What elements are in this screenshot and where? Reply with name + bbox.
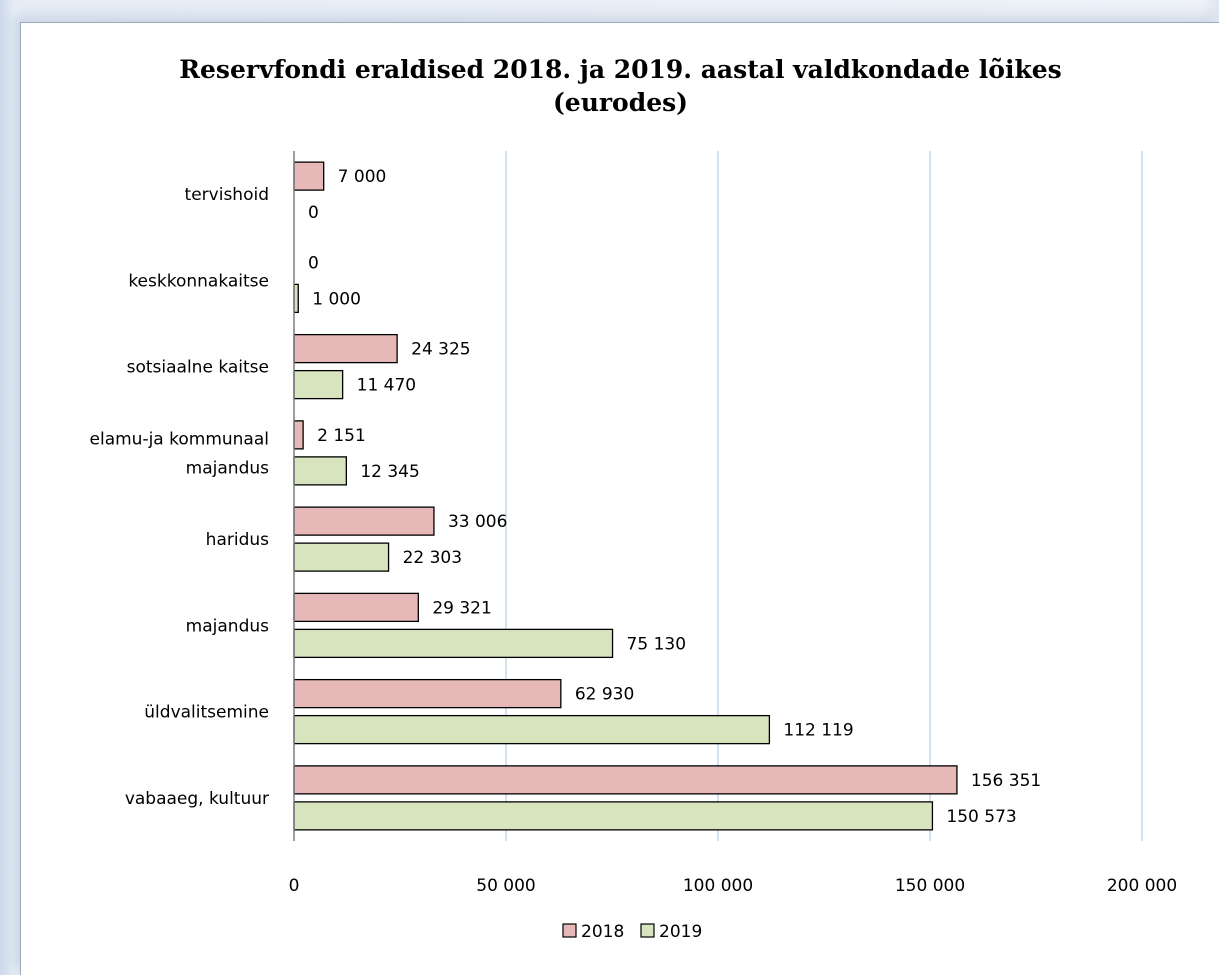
category-label: vabaaeg, kultuur — [125, 789, 269, 809]
category-label: üldvalitsemine — [144, 703, 269, 723]
category-label: majandus — [186, 458, 269, 478]
data-label: 2 151 — [317, 426, 366, 446]
chart-frame: Reservfondi eraldised 2018. ja 2019. aas… — [20, 22, 1219, 975]
bar-2019 — [293, 628, 614, 659]
chart-title: Reservfondi eraldised 2018. ja 2019. aas… — [21, 53, 1219, 119]
category-label: keskkonnakaitse — [128, 271, 269, 291]
data-label: 1 000 — [312, 289, 361, 309]
bar-2018 — [293, 765, 958, 795]
legend-swatch-2019 — [640, 923, 655, 938]
category-label: sotsiaalne kaitse — [127, 358, 269, 378]
category-label: haridus — [206, 530, 269, 550]
bar-2019 — [293, 714, 771, 745]
data-label: 7 000 — [338, 167, 387, 187]
data-label: 11 470 — [357, 376, 416, 396]
legend-label: 2019 — [659, 922, 702, 942]
x-tick-label: 200 000 — [1107, 876, 1177, 896]
bar-2018 — [293, 506, 435, 536]
data-label: 33 006 — [448, 512, 507, 532]
legend-label: 2018 — [581, 922, 624, 942]
bar-2019 — [293, 456, 347, 486]
data-label: 29 321 — [432, 598, 491, 618]
bar-2018 — [293, 333, 398, 364]
data-label: 24 325 — [411, 340, 470, 360]
bar-chart: 7 000 0 tervishoid 0 1 000 keskkonnakaitse 24 … — [90, 151, 1177, 942]
category-label: elamu-ja kommunaal — [90, 429, 269, 449]
data-label: 112 119 — [783, 721, 853, 741]
x-tick-label: 100 000 — [683, 876, 753, 896]
bar-2019 — [293, 542, 390, 572]
x-tick-label: 50 000 — [476, 876, 535, 896]
category-label: majandus — [186, 616, 269, 636]
data-label: 62 930 — [575, 685, 634, 705]
data-label: 12 345 — [360, 462, 419, 482]
bar-2018 — [293, 592, 419, 623]
chart-subtitle: (eurodes) — [552, 88, 689, 117]
bar-2018 — [293, 678, 562, 709]
x-tick-label: 150 000 — [895, 876, 965, 896]
data-label: 156 351 — [971, 771, 1041, 791]
data-label: 0 — [308, 203, 319, 223]
legend-swatch-2018 — [562, 923, 577, 938]
x-tick-label: 0 — [289, 876, 300, 896]
data-label: 150 573 — [946, 807, 1016, 827]
bar-2018 — [293, 161, 325, 191]
category-label: tervishoid — [185, 185, 269, 205]
bar-2019 — [293, 369, 344, 400]
chart-title-line: Reservfondi eraldised 2018. ja 2019. aas… — [179, 55, 1062, 84]
data-label: 75 130 — [627, 634, 686, 654]
bar-2019 — [293, 801, 934, 831]
data-label: 0 — [308, 253, 319, 273]
bar-2018 — [293, 420, 304, 450]
data-label: 22 303 — [403, 548, 462, 568]
